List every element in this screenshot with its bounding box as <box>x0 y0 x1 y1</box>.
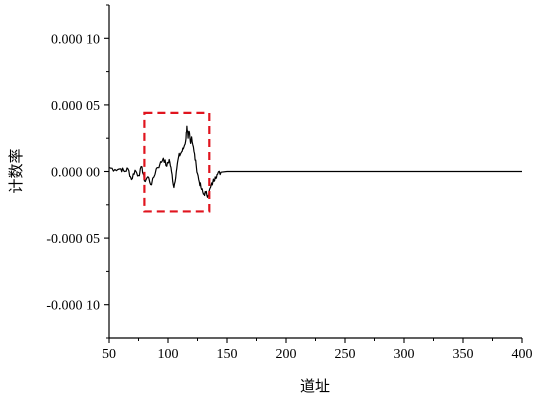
y-tick-label: -0.000 05 <box>46 232 100 247</box>
y-tick-label: -0.000 10 <box>46 299 100 314</box>
x-tick-label: 200 <box>276 347 297 362</box>
plot-area <box>108 111 522 213</box>
axes: 0.000 10 0.000 05 0.000 00 -0.000 05 -0.000 … <box>46 4 533 362</box>
x-tick-label: 250 <box>335 347 356 362</box>
x-tick-label: 350 <box>453 347 474 362</box>
x-tick-label: 300 <box>394 347 415 362</box>
x-tick-label: 400 <box>512 347 533 362</box>
x-tick-label: 100 <box>158 347 179 362</box>
x-tick-label: 50 <box>102 347 116 362</box>
x-tick-label: 150 <box>217 347 238 362</box>
highlight-dashed-box <box>143 111 211 213</box>
y-axis-label: 计数率 <box>7 148 25 193</box>
y-tick-label: 0.000 00 <box>51 166 100 181</box>
series-line-0 <box>108 125 522 198</box>
y-tick-label: 0.000 10 <box>51 32 100 47</box>
x-axis-label: 道址 <box>300 377 330 395</box>
y-tick-label: 0.000 05 <box>51 99 100 114</box>
